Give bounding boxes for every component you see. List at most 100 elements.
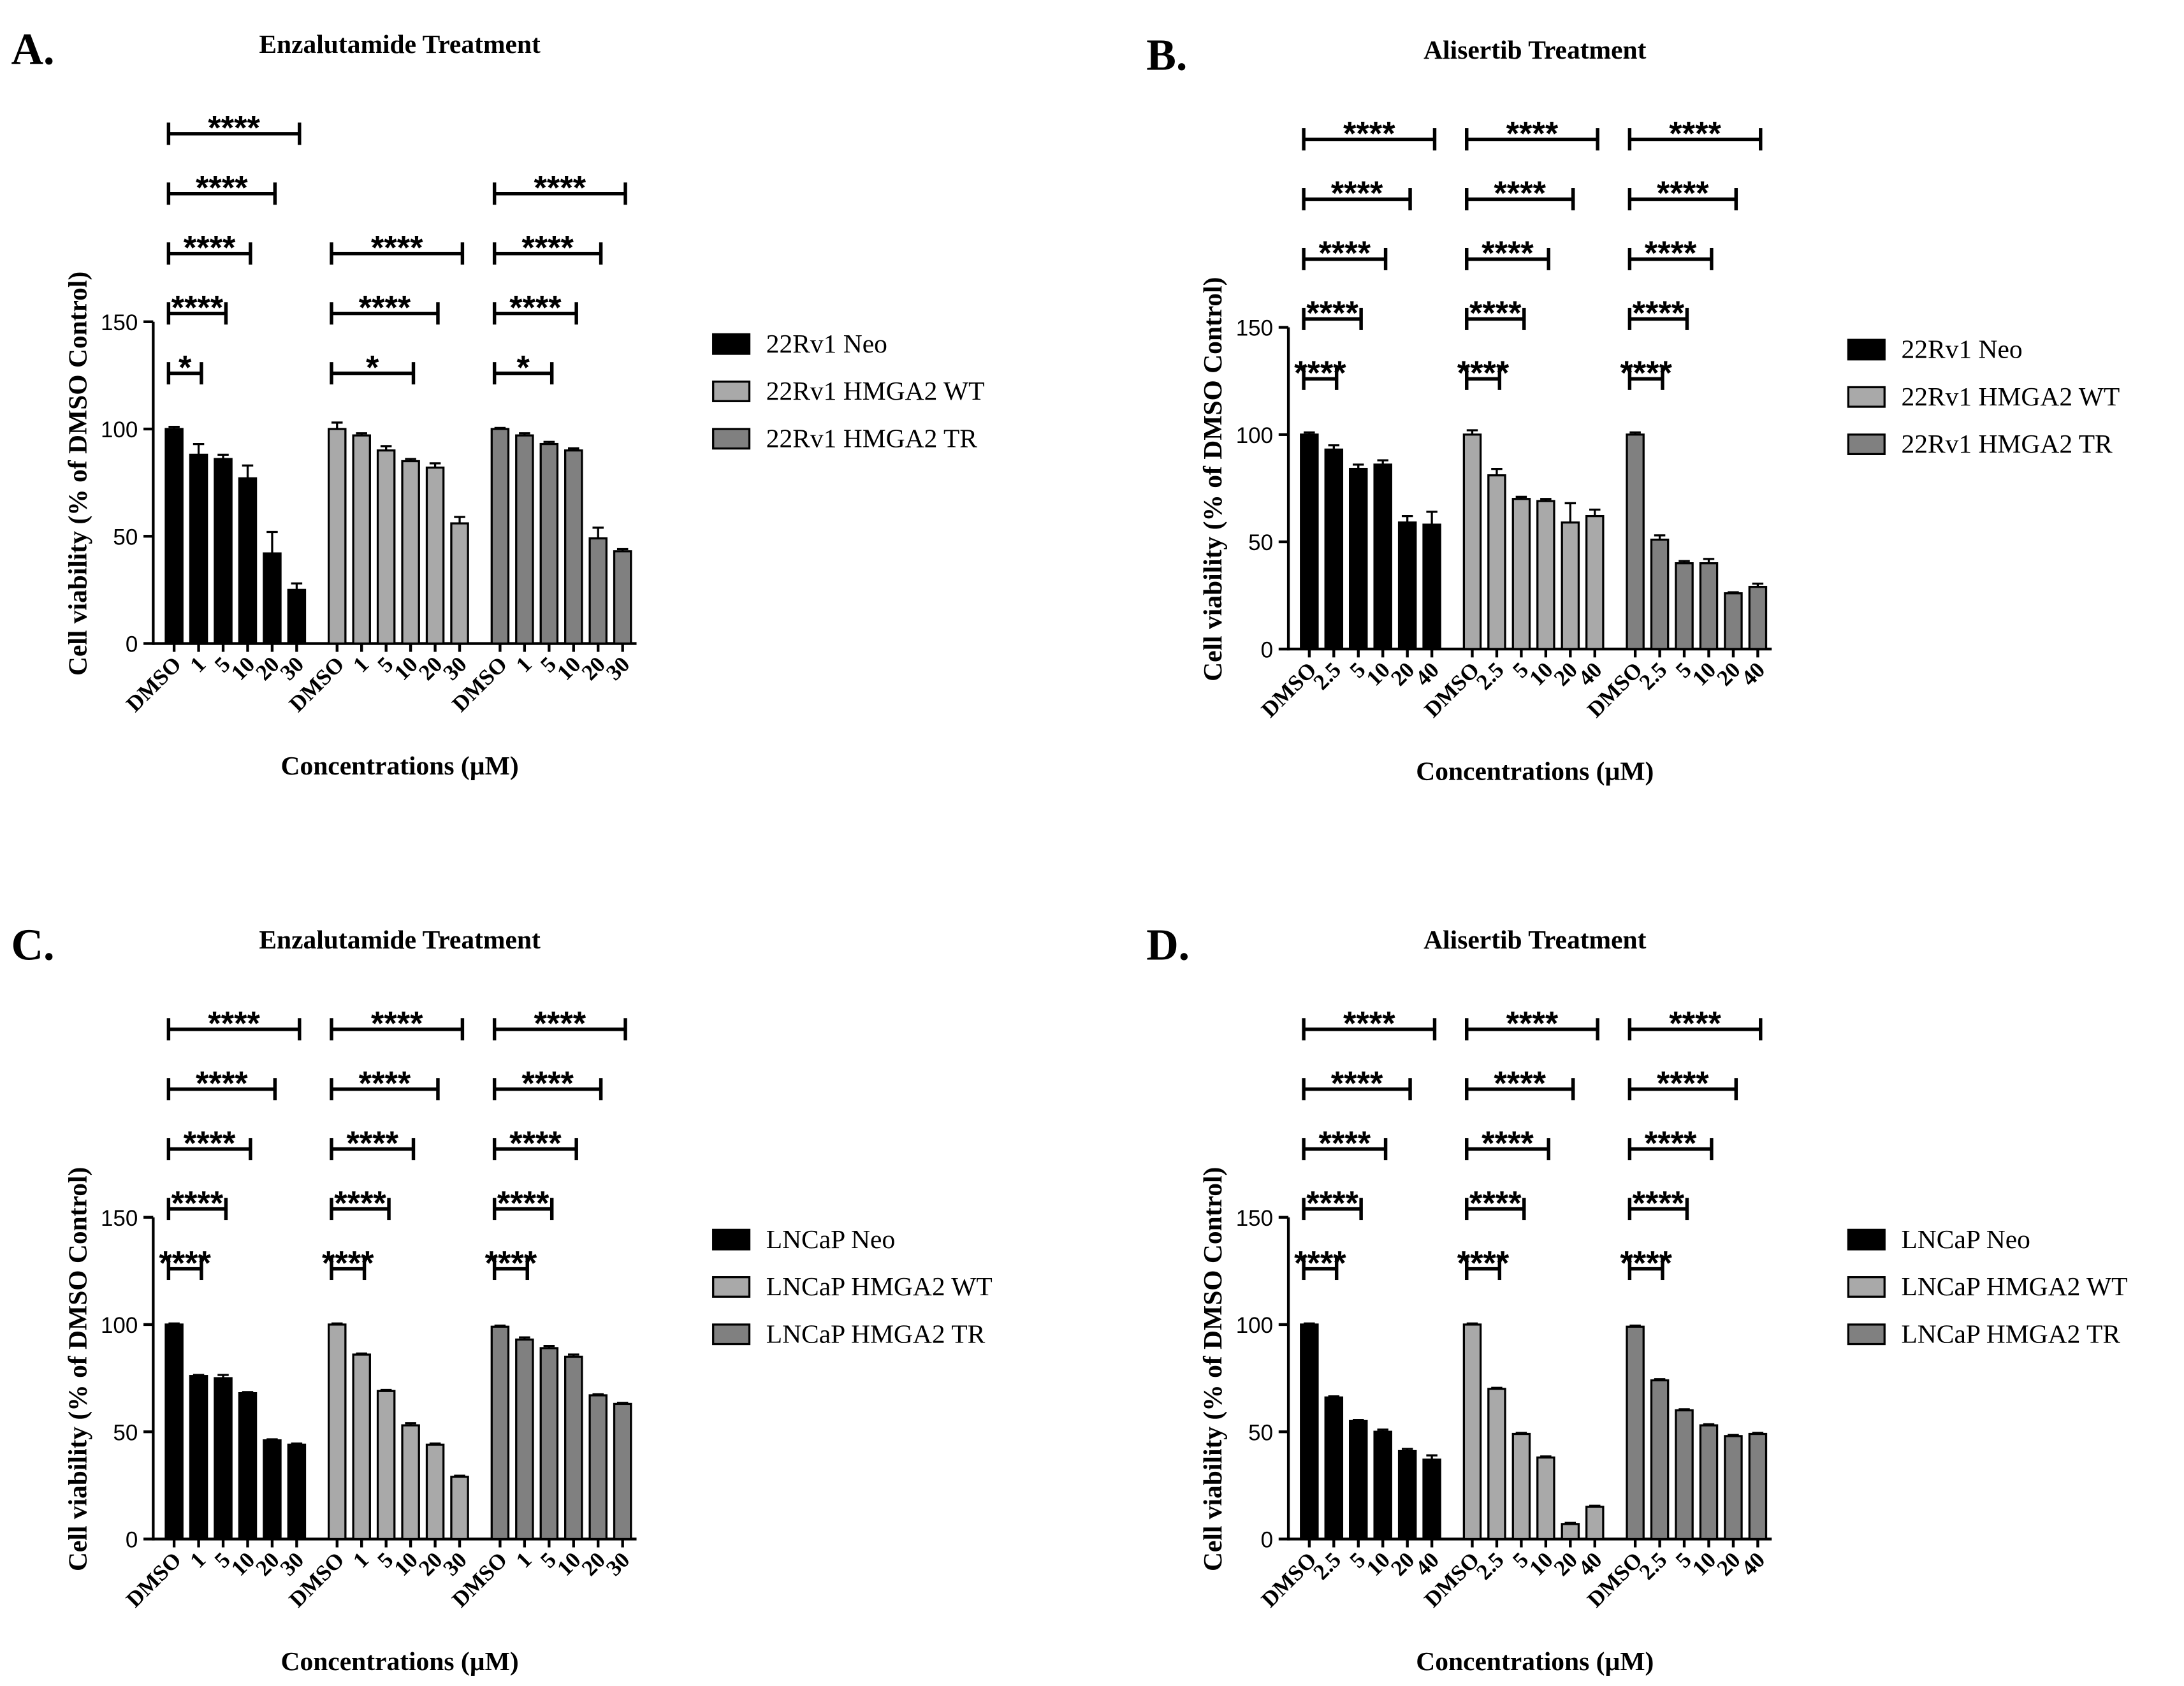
error-bar [519, 1336, 530, 1340]
error-bar [568, 447, 579, 451]
bar [1699, 562, 1719, 650]
significance-label: **** [1506, 115, 1559, 152]
bar [1626, 433, 1645, 650]
y-tick-label: 100 [1236, 1313, 1273, 1338]
bar [1373, 463, 1392, 650]
error-bar [405, 458, 416, 461]
bar [401, 1424, 420, 1541]
error-bar [543, 1344, 555, 1348]
bar [450, 1476, 469, 1541]
x-tick-label: 1 [185, 1547, 210, 1573]
error-bar [454, 1474, 465, 1477]
x-axis-label: Concentrations (µM) [1416, 1646, 1654, 1676]
error-bar [266, 1438, 278, 1441]
significance-label: **** [485, 1245, 537, 1282]
error-bar [331, 1322, 343, 1325]
bar [1724, 1435, 1743, 1541]
error-bar [1752, 582, 1764, 587]
significance-label: **** [1469, 1185, 1522, 1222]
panel-label: D. [1146, 920, 1190, 970]
error-bar [1728, 591, 1739, 593]
error-bar [405, 1422, 416, 1426]
error-bar [454, 516, 465, 524]
x-tick-label: 2.5 [1471, 1547, 1508, 1584]
error-bar [1678, 560, 1690, 563]
legend-swatch [712, 333, 751, 355]
bar [401, 460, 420, 645]
significance-label: **** [184, 1125, 236, 1162]
significance-label: **** [1669, 115, 1721, 152]
error-bar [1426, 511, 1438, 525]
bar [1699, 1424, 1719, 1541]
error-bar [568, 1353, 579, 1357]
significance-label: **** [1506, 1005, 1559, 1042]
x-tick-label: 1 [511, 652, 537, 678]
bar [238, 1392, 258, 1541]
error-bar [616, 548, 629, 551]
x-tick-label: 1 [185, 652, 210, 678]
bar [539, 442, 559, 645]
chart-title: Enzalutamide Treatment [259, 29, 541, 59]
legend-label: LNCaP Neo [1901, 1225, 2030, 1254]
significance-label: **** [1633, 295, 1685, 332]
error-bar [1540, 498, 1552, 502]
y-axis-label: Cell viability (% of DMSO Control) [62, 1167, 92, 1571]
bar [1511, 1432, 1531, 1541]
bar [588, 1394, 608, 1541]
significance-label: **** [371, 1005, 423, 1042]
significance-label: **** [196, 1065, 248, 1102]
error-bar [429, 462, 441, 468]
bar [1324, 448, 1344, 650]
bar [613, 1402, 632, 1541]
error-bar [1328, 444, 1340, 450]
error-bar [616, 1402, 629, 1404]
significance-label: **** [534, 170, 586, 207]
y-tick-label: 50 [113, 1420, 138, 1445]
bar [1300, 1323, 1319, 1541]
chart-title: Alisertib Treatment [1423, 35, 1646, 64]
bar [1349, 467, 1368, 650]
error-bar [1589, 508, 1601, 516]
bar [450, 522, 469, 645]
significance-label: **** [1620, 355, 1672, 392]
bar [1324, 1396, 1344, 1541]
significance-label: **** [1645, 1125, 1697, 1162]
y-axis-label: Cell viability (% of DMSO Control) [1198, 277, 1228, 681]
error-bar [429, 1443, 441, 1445]
significance-label: **** [171, 1185, 224, 1222]
significance-label: **** [1331, 1065, 1383, 1102]
x-tick-label: 30 [601, 652, 634, 685]
bar [1536, 500, 1555, 650]
bar [214, 1377, 233, 1541]
bar [1373, 1430, 1392, 1541]
error-bar [1491, 1386, 1503, 1389]
significance-label: **** [184, 229, 236, 266]
significance-label: **** [509, 1125, 562, 1162]
bar [328, 428, 347, 645]
significance-label: **** [208, 1005, 260, 1042]
bar [189, 453, 208, 645]
x-tick-label: DMSO [1256, 1547, 1321, 1612]
bar [1626, 1325, 1645, 1541]
significance-label: **** [1469, 295, 1522, 332]
significance-label: **** [359, 289, 411, 326]
significance-label: * [178, 349, 192, 386]
legend-label: LNCaP HMGA2 TR [1901, 1319, 2120, 1348]
bar [189, 1375, 208, 1541]
bar [490, 1325, 510, 1541]
legend-swatch [1847, 433, 1886, 455]
error-bar [168, 426, 180, 430]
bar [1397, 521, 1417, 650]
error-bar [193, 1374, 205, 1376]
y-tick-label: 50 [1248, 530, 1273, 555]
bar [539, 1347, 559, 1541]
bar [1300, 433, 1319, 650]
bar [515, 1338, 534, 1541]
error-bar [242, 1391, 254, 1393]
x-tick-label: DMSO [121, 1547, 186, 1612]
legend-label: 22Rv1 HMGA2 WT [766, 376, 985, 405]
legend-swatch [712, 428, 751, 450]
bar [352, 1353, 371, 1541]
error-bar [592, 1393, 604, 1395]
x-tick-label: 2.5 [1634, 657, 1671, 694]
